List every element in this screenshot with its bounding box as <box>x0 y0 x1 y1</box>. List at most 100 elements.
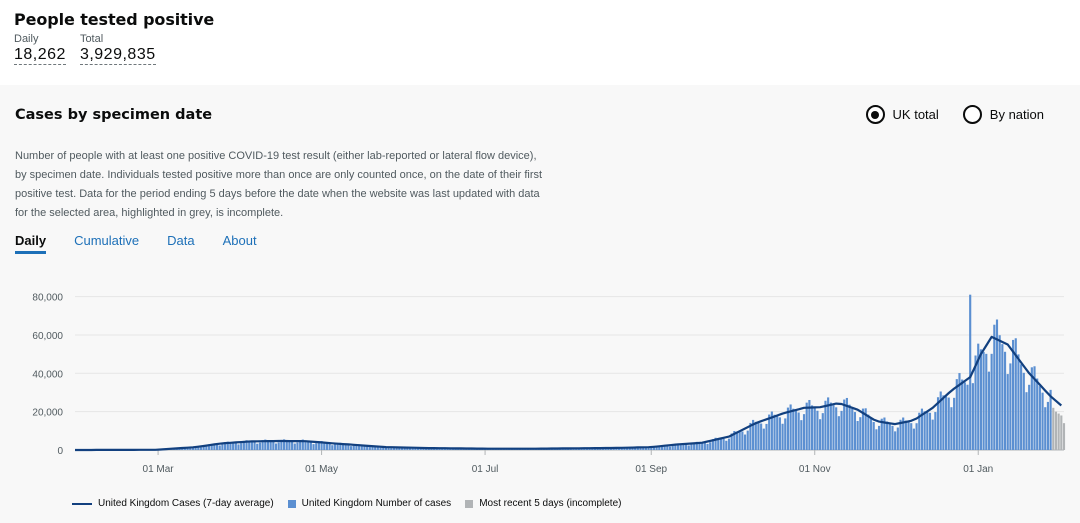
total-label: Total <box>79 33 104 45</box>
daily-case-bar <box>199 447 203 450</box>
daily-case-bar <box>349 446 353 450</box>
headline-title: People tested positive <box>14 10 215 29</box>
daily-case-bar <box>1020 364 1023 450</box>
daily-case-bar <box>789 404 792 450</box>
daily-case-bar <box>963 382 966 450</box>
daily-case-bar <box>695 441 698 450</box>
daily-case-bar <box>743 434 747 450</box>
daily-case-bar <box>746 430 749 450</box>
daily-case-bar <box>856 421 859 450</box>
daily-case-bar <box>977 343 980 450</box>
daily-value[interactable]: 18,262 <box>14 46 66 65</box>
daily-case-bar <box>730 433 733 450</box>
daily-case-bar <box>403 447 406 450</box>
tab-data[interactable]: Data <box>167 233 195 248</box>
y-tick-label: 60,000 <box>32 331 63 342</box>
daily-case-bar <box>706 443 709 450</box>
daily-case-bar <box>687 445 690 450</box>
daily-case-bar <box>912 428 915 450</box>
daily-case-bar <box>990 353 993 450</box>
tab-cumulative[interactable]: Cumulative <box>74 233 140 248</box>
daily-case-bar <box>848 404 851 450</box>
daily-case-bar <box>210 444 213 450</box>
daily-case-bar <box>832 405 835 450</box>
daily-case-bar <box>711 439 714 450</box>
daily-case-bar <box>738 431 741 450</box>
daily-case-bar <box>443 448 446 450</box>
x-tick-label: 01 Mar <box>143 464 175 475</box>
radio-by-nation[interactable]: By nation <box>962 105 1044 124</box>
daily-case-bar <box>749 422 752 450</box>
daily-case-bar <box>714 437 717 450</box>
daily-case-bar <box>907 421 910 450</box>
radio-by-nation-circle[interactable] <box>962 105 982 124</box>
daily-case-bar <box>1025 392 1028 450</box>
daily-case-bar <box>880 418 883 450</box>
daily-case-bar <box>845 397 848 450</box>
daily-case-bar <box>277 442 280 450</box>
daily-case-bar <box>717 438 720 450</box>
legend-item-incomplete: Most recent 5 days (incomplete) <box>465 498 621 509</box>
daily-case-bar <box>232 442 235 450</box>
daily-case-bar <box>928 412 932 450</box>
daily-case-bar <box>786 407 790 450</box>
daily-case-bar <box>264 439 267 450</box>
daily-case-bar <box>950 407 953 450</box>
daily-case-bar <box>374 445 377 450</box>
daily-case-bar <box>765 423 768 450</box>
daily-case-bar <box>309 442 312 450</box>
daily-case-bar <box>1017 354 1020 450</box>
legend-item-average: United Kingdom Cases (7-day average) <box>72 498 274 509</box>
daily-case-bar <box>363 445 366 450</box>
legend-bar-swatch <box>287 499 296 508</box>
daily-case-bar <box>371 446 374 450</box>
daily-case-bar <box>674 443 677 450</box>
x-tick-label: 01 Jul <box>472 464 499 475</box>
daily-case-bar <box>1036 378 1039 450</box>
daily-case-bar <box>226 441 229 450</box>
headline-summary: People tested positive Daily 18,262 Tota… <box>14 10 214 65</box>
daily-case-bar <box>934 412 937 450</box>
daily-case-bar <box>824 400 827 450</box>
incomplete-case-bar <box>1057 413 1060 450</box>
daily-case-bar <box>869 418 873 450</box>
daily-case-bar <box>1046 401 1049 450</box>
radio-uk-total-label: UK total <box>892 107 939 122</box>
legend-line-swatch <box>72 502 92 505</box>
daily-case-bar <box>312 444 315 450</box>
daily-case-bar <box>1014 338 1017 450</box>
daily-case-bar <box>240 443 243 450</box>
tab-daily[interactable]: Daily <box>15 233 47 254</box>
daily-case-bar <box>663 445 666 450</box>
daily-case-bar <box>382 446 385 450</box>
daily-case-bar <box>969 294 972 450</box>
daily-case-bar <box>853 412 857 450</box>
radio-uk-total[interactable]: UK total <box>865 105 939 124</box>
daily-case-bar <box>899 419 902 450</box>
daily-case-bar <box>376 445 379 450</box>
daily-case-bar <box>835 407 838 450</box>
daily-case-bar <box>953 397 956 450</box>
daily-case-bar <box>1028 384 1031 450</box>
daily-case-bar <box>944 396 948 450</box>
daily-case-bar <box>947 397 950 450</box>
chart-legend: United Kingdom Cases (7-day average) Uni… <box>72 498 621 509</box>
daily-case-bar <box>668 446 672 450</box>
legend-incomplete-swatch <box>465 499 474 508</box>
daily-case-bar <box>757 422 760 450</box>
radio-uk-total-circle[interactable] <box>865 105 885 124</box>
daily-case-bar <box>317 441 320 450</box>
daily-case-bar <box>634 447 637 450</box>
tab-about[interactable]: About <box>222 233 257 248</box>
daily-case-bar <box>615 448 618 450</box>
daily-case-bar <box>896 427 899 450</box>
daily-case-bar <box>693 442 696 450</box>
daily-case-bar <box>301 439 304 450</box>
daily-case-bar <box>719 438 723 450</box>
daily-case-bar <box>998 335 1001 450</box>
total-value[interactable]: 3,929,835 <box>79 46 156 65</box>
daily-case-bar <box>861 408 865 450</box>
daily-case-bar <box>291 441 294 450</box>
daily-case-bar <box>725 440 728 450</box>
